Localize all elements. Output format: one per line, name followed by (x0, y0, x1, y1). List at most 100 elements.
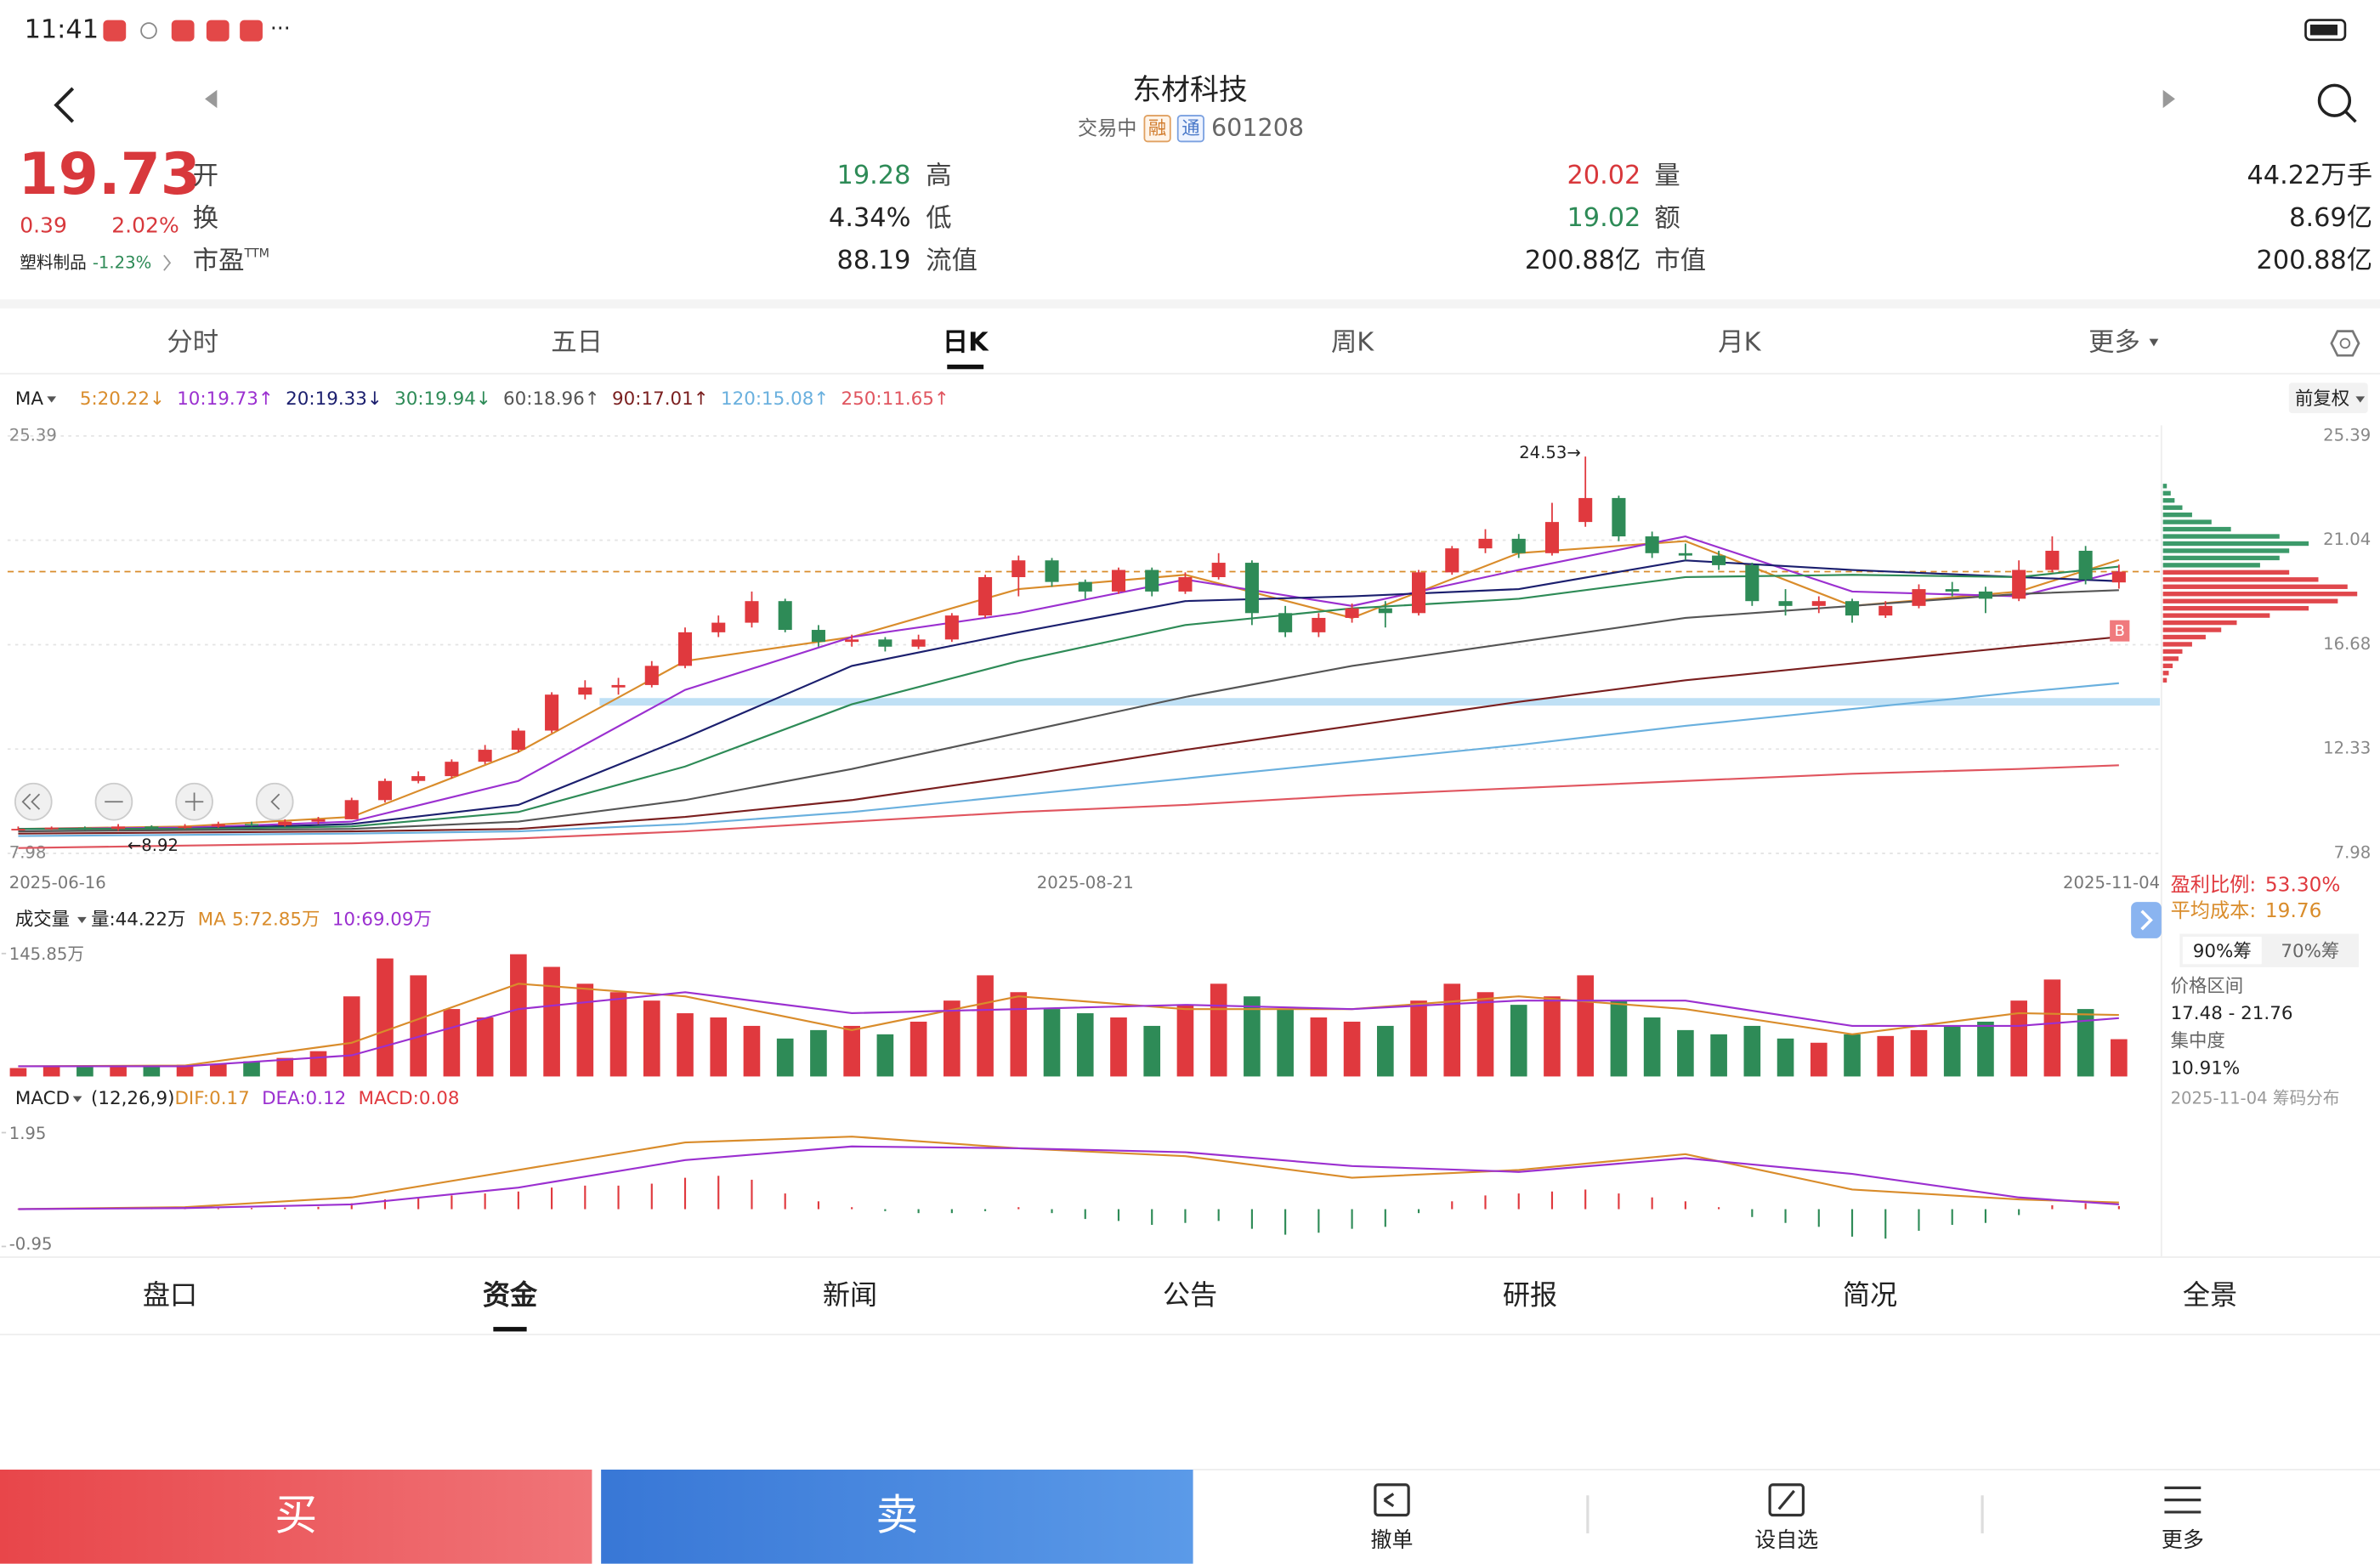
volume-ma-label: MA (198, 910, 226, 931)
y-tick-label: 25.39 (9, 425, 57, 445)
sell-label[interactable]: 卖 (876, 1491, 918, 1540)
adjust[interactable]: 前复权 (2295, 388, 2349, 410)
action-label[interactable]: 更多 (2162, 1527, 2204, 1552)
search-button[interactable] (2317, 83, 2357, 123)
expand-button[interactable] (2131, 902, 2162, 938)
period-tab[interactable]: 分时 (167, 327, 218, 357)
stat-label: 市盈TTM (193, 246, 269, 275)
chip-bar (2162, 642, 2192, 647)
prev-stock[interactable] (205, 89, 218, 109)
bottom-tab[interactable]: 研报 (1503, 1278, 1557, 1311)
ma-line (18, 535, 2120, 830)
period-tab[interactable]: 更多 (2088, 327, 2140, 357)
candle-body (1544, 522, 1559, 553)
volume-bar (1043, 1009, 1061, 1077)
period-tab[interactable]: 日K (943, 327, 989, 357)
volume-ma-line (18, 983, 2119, 1068)
ma-label[interactable]: MA (15, 388, 43, 410)
candle-body (1211, 563, 1226, 577)
chip-tab[interactable]: 70%筹 (2281, 941, 2339, 962)
sell-button[interactable] (601, 1469, 1193, 1564)
bottom-tab[interactable]: 公告 (1163, 1278, 1217, 1311)
candle-body (478, 750, 492, 762)
candle-body (244, 824, 259, 826)
chip-bar (2162, 627, 2222, 632)
macd-title[interactable]: MACD (15, 1088, 70, 1109)
back-button[interactable] (54, 87, 75, 123)
bottom-tab[interactable]: 资金 (483, 1278, 538, 1311)
macd-line (18, 1145, 2119, 1210)
ma-line (18, 636, 2119, 835)
bottom-tab[interactable]: 全景 (2183, 1278, 2237, 1311)
zoom-controls[interactable] (14, 782, 294, 821)
bottom-tab[interactable]: 盘口 (143, 1278, 197, 1311)
candle-body (1778, 601, 1793, 606)
ma-caret[interactable] (47, 396, 57, 403)
chip-tab[interactable]: 90%筹 (2193, 941, 2252, 962)
chip-bar (2162, 519, 2212, 524)
chip-bar (2162, 671, 2169, 676)
tag-box (1176, 115, 1204, 143)
stat-label: 市值 (1654, 246, 1706, 275)
adjust-caret[interactable] (2355, 396, 2366, 403)
volume-title[interactable]: 成交量 (15, 910, 70, 931)
stat-value: 8.69亿 (2289, 203, 2372, 233)
volume-bar (1977, 1021, 1994, 1077)
volume-bar (1710, 1034, 1727, 1077)
bottom-tab[interactable]: 简况 (1843, 1278, 1897, 1311)
volume-bar (743, 1025, 761, 1077)
chip-bar (2162, 584, 2348, 589)
volume-bar (1677, 1029, 1694, 1077)
x-tick-label: 2025-06-16 (9, 873, 106, 892)
volume-caret[interactable] (77, 916, 87, 924)
volume-bar (1343, 1021, 1361, 1077)
candle-body (2111, 571, 2126, 583)
macd-caret[interactable] (72, 1096, 82, 1102)
y-tick-label: 21.04 (2323, 530, 2371, 549)
chip-bar (2162, 663, 2173, 669)
period-tab[interactable]: 五日 (551, 327, 603, 357)
ma-name: 250:11.65↑ (842, 388, 949, 410)
chip-bar (2162, 656, 2179, 661)
candle-body (411, 776, 426, 781)
chip-footer: 2025-11-04 筹码分布 (2171, 1089, 2340, 1108)
adjust-box[interactable] (2288, 382, 2368, 414)
candle-body (1278, 613, 1293, 632)
low-label: ←8.92 (128, 836, 178, 855)
sector-arrow[interactable] (163, 254, 172, 271)
action-label[interactable]: 设自选 (1754, 1527, 1818, 1552)
volume-bar (876, 1034, 894, 1077)
candle-body (144, 826, 159, 829)
volume-bar (643, 1000, 660, 1077)
candle-body (1244, 563, 1259, 614)
period-tab[interactable]: 周K (1331, 327, 1374, 357)
candle-body (1645, 536, 1659, 553)
candle-body (377, 780, 392, 801)
chip-bar (2162, 490, 2171, 496)
stat-label-text: 高 (926, 161, 951, 190)
chip-bar (2162, 484, 2168, 489)
clock: 11:41 (25, 15, 99, 45)
candle-body (578, 687, 592, 695)
bottom-tab[interactable]: 新闻 (823, 1278, 877, 1311)
stat-label-text: 额 (1654, 203, 1680, 233)
next-stock[interactable] (2162, 89, 2175, 109)
action-label[interactable]: 撤单 (1370, 1527, 1413, 1552)
period-tab[interactable]: 月K (1718, 327, 1761, 357)
volume-bar (1277, 1009, 1294, 1077)
buy-label[interactable]: 买 (275, 1491, 317, 1540)
more-caret[interactable] (2149, 338, 2159, 347)
ma-name: 120:15.08↑ (721, 388, 829, 410)
volume-bar (609, 992, 627, 1077)
buy-button[interactable] (0, 1469, 592, 1564)
volume-bar (1244, 996, 1261, 1077)
active-underline (493, 1327, 527, 1332)
settings-icon[interactable] (2330, 330, 2360, 357)
volume-bar (2111, 1039, 2128, 1077)
candle-body (1612, 497, 1626, 537)
candle-body (1678, 552, 1692, 556)
stat-label: 开 (193, 161, 218, 190)
